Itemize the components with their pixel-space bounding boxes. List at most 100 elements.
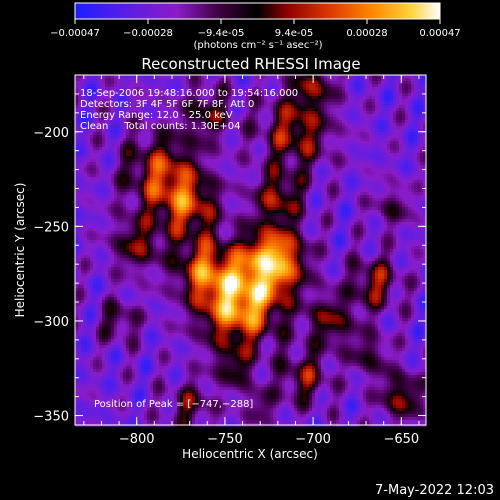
heatmap-cell (351, 135, 355, 139)
heatmap-cell (90, 201, 94, 205)
heatmap-cell (405, 165, 409, 169)
heatmap-cell (324, 96, 328, 100)
heatmap-cell (255, 144, 259, 148)
heatmap-cell (111, 186, 115, 190)
heatmap-cell (282, 189, 286, 193)
heatmap-cell (315, 114, 319, 118)
heatmap-cell (189, 192, 193, 196)
heatmap-cell (81, 198, 85, 202)
heatmap-cell (240, 201, 244, 205)
heatmap-cell (372, 198, 376, 202)
heatmap-cell (195, 174, 199, 178)
heatmap-cell (222, 192, 226, 196)
heatmap-cell (171, 75, 175, 79)
heatmap-cell (135, 171, 139, 175)
heatmap-cell (132, 120, 136, 124)
heatmap-cell (93, 201, 97, 205)
heatmap-cell (384, 90, 388, 94)
heatmap-cell (93, 150, 97, 154)
heatmap-cell (375, 111, 379, 115)
heatmap-cell (228, 162, 232, 166)
heatmap-cell (75, 117, 79, 121)
heatmap-cell (123, 135, 127, 139)
heatmap-cell (285, 195, 289, 199)
heatmap-cell (144, 84, 148, 88)
heatmap-cell (81, 105, 85, 109)
heatmap-cell (123, 144, 127, 148)
heatmap-cell (288, 123, 292, 127)
heatmap-cell (111, 144, 115, 148)
heatmap-cell (261, 111, 265, 115)
heatmap-cell (309, 81, 313, 85)
heatmap-cell (423, 87, 427, 91)
heatmap-cell (363, 150, 367, 154)
heatmap-cell (423, 180, 427, 184)
heatmap-cell (420, 117, 424, 121)
heatmap-cell (405, 108, 409, 112)
heatmap-cell (297, 90, 301, 94)
heatmap-cell (303, 126, 307, 130)
heatmap-cell (399, 162, 403, 166)
heatmap-cell (306, 96, 310, 100)
heatmap-cell (165, 105, 169, 109)
heatmap-cell (207, 156, 211, 160)
heatmap-cell (291, 198, 295, 202)
heatmap-cell (324, 156, 328, 160)
heatmap-cell (222, 111, 226, 115)
heatmap-cell (135, 201, 139, 205)
heatmap-cell (360, 144, 364, 148)
heatmap-cell (276, 81, 280, 85)
heatmap-cell (147, 141, 151, 145)
heatmap-cell (366, 102, 370, 106)
heatmap-cell (168, 93, 172, 97)
heatmap-cell (303, 78, 307, 82)
heatmap-cell (174, 201, 178, 205)
heatmap-cell (405, 87, 409, 91)
heatmap-cell (99, 75, 103, 79)
heatmap-cell (153, 105, 157, 109)
heatmap-cell (198, 114, 202, 118)
heatmap-cell (396, 108, 400, 112)
heatmap-cell (228, 81, 232, 85)
heatmap-cell (159, 99, 163, 103)
heatmap-cell (375, 198, 379, 202)
heatmap-cell (357, 138, 361, 142)
heatmap-cell (183, 78, 187, 82)
heatmap-cell (366, 150, 370, 154)
heatmap-cell (114, 165, 118, 169)
heatmap-cell (408, 105, 412, 109)
heatmap-cell (318, 90, 322, 94)
heatmap-cell (408, 96, 412, 100)
heatmap-cell (330, 180, 334, 184)
heatmap-cell (96, 123, 100, 127)
heatmap-cell (312, 168, 316, 172)
heatmap-cell (294, 192, 298, 196)
heatmap-cell (276, 99, 280, 103)
heatmap-cell (330, 147, 334, 151)
heatmap-cell (423, 150, 427, 154)
heatmap-cell (258, 78, 262, 82)
heatmap-cell (120, 201, 124, 205)
heatmap-cell (240, 168, 244, 172)
heatmap-cell (393, 171, 397, 175)
heatmap-cell (180, 150, 184, 154)
heatmap-cell (342, 156, 346, 160)
heatmap-cell (258, 123, 262, 127)
heatmap-cell (309, 132, 313, 136)
heatmap-cell (297, 138, 301, 142)
heatmap-cell (255, 195, 259, 199)
heatmap-cell (297, 81, 301, 85)
heatmap-cell (186, 168, 190, 172)
heatmap-cell (420, 174, 424, 178)
heatmap-cell (234, 135, 238, 139)
heatmap-cell (183, 138, 187, 142)
heatmap-cell (402, 150, 406, 154)
heatmap-cell (84, 189, 88, 193)
heatmap-cell (117, 99, 121, 103)
heatmap-cell (306, 162, 310, 166)
heatmap-cell (300, 189, 304, 193)
heatmap-cell (132, 150, 136, 154)
heatmap-cell (282, 159, 286, 163)
heatmap-cell (225, 126, 229, 130)
heatmap-cell (381, 129, 385, 133)
